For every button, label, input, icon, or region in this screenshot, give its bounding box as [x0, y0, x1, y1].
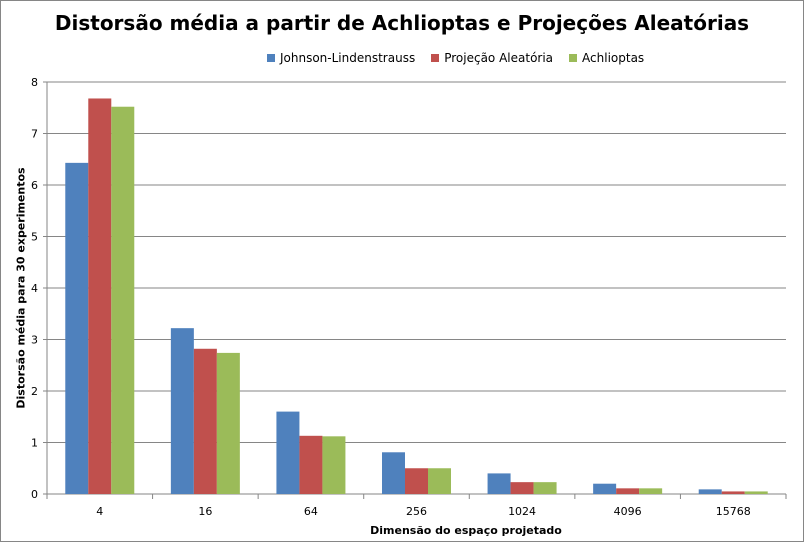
bar: [428, 468, 451, 494]
bar: [170, 328, 194, 494]
x-tick-label: 64: [304, 505, 318, 518]
x-tick-label: 15768: [716, 505, 751, 518]
bar: [65, 162, 89, 495]
legend-item: Achlioptas: [569, 51, 644, 65]
bar: [111, 106, 135, 494]
legend-item: Johnson-Lindenstrauss: [267, 51, 415, 65]
bar: [405, 468, 428, 494]
x-axis-label: Dimensão do espaço projetado: [370, 524, 562, 537]
chart-title: Distorsão média a partir de Achlioptas e…: [54, 11, 750, 35]
bar: [533, 482, 557, 494]
y-tick-label: 5: [31, 231, 38, 244]
bar: [193, 348, 217, 494]
y-tick-label: 7: [31, 128, 38, 141]
bar: [216, 352, 240, 494]
bar: [322, 436, 346, 494]
y-tick-label: 6: [31, 179, 38, 192]
x-tick-label: 4: [96, 505, 103, 518]
y-tick-label: 8: [31, 76, 38, 89]
legend-swatch: [431, 54, 440, 62]
x-tick-label: 1024: [508, 505, 536, 518]
bar: [487, 473, 511, 494]
bar: [593, 483, 617, 494]
x-tick-label: 256: [406, 505, 427, 518]
y-tick-label: 2: [31, 385, 38, 398]
legend-item: Projeção Aleatória: [431, 51, 553, 65]
bar: [276, 411, 300, 494]
legend-label: Johnson-Lindenstrauss: [280, 51, 416, 65]
legend-label: Projeção Aleatória: [444, 51, 554, 65]
x-tick-label: 4096: [614, 505, 642, 518]
legend-swatch: [569, 54, 578, 62]
bar: [744, 491, 768, 494]
y-tick-label: 4: [31, 282, 38, 295]
bar: [88, 98, 112, 494]
bar: [639, 488, 663, 494]
y-tick-label: 3: [31, 334, 38, 347]
bar: [721, 491, 745, 494]
y-tick-label: 1: [31, 437, 38, 450]
bar: [510, 482, 534, 494]
bar: [299, 435, 323, 494]
bar: [698, 489, 722, 494]
legend-swatch: [267, 54, 275, 62]
legend: Johnson-Lindenstrauss Projeção Aleatória A…: [267, 51, 644, 65]
y-tick-label: 0: [31, 488, 38, 501]
bar: [382, 452, 405, 494]
bar: [616, 488, 640, 494]
x-tick-label: 16: [198, 505, 212, 518]
legend-label: Achlioptas: [582, 51, 645, 65]
